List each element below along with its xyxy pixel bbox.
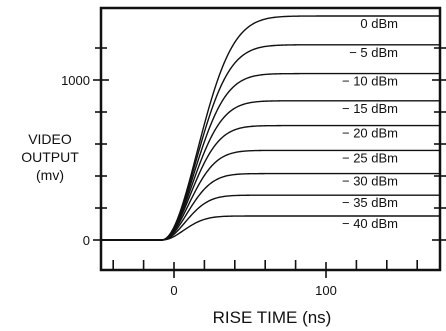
series-label: − 25 dBm [342,150,398,165]
series-label: − 40 dBm [342,216,398,231]
x-tick-label-100: 100 [315,283,337,298]
series-line [101,215,440,241]
y-axis-label-line-3: (mv) [36,167,64,183]
y-tick-label-0: 0 [83,233,90,248]
series-label: − 20 dBm [342,126,398,141]
x-axis-label: RISE TIME (ns) [213,308,332,327]
y-axis-label-line-2: OUTPUT [21,149,79,165]
series-curves [101,15,440,241]
series-label: − 10 dBm [342,74,398,89]
y-axis-label-line-1: VIDEO [28,131,72,147]
series-label: − 30 dBm [342,174,398,189]
y-tick-label-1000: 1000 [61,73,90,88]
tick-marks [93,47,446,278]
series-labels: 0 dBm − 5 dBm − 10 dBm − 15 dBm − 20 dBm − 25… [342,16,398,231]
series-label: − 15 dBm [342,101,398,116]
series-label: − 5 dBm [349,45,398,60]
x-tick-label-0: 0 [170,283,177,298]
series-label: 0 dBm [360,16,398,31]
series-label: − 35 dBm [342,195,398,210]
plot-frame [99,6,442,272]
